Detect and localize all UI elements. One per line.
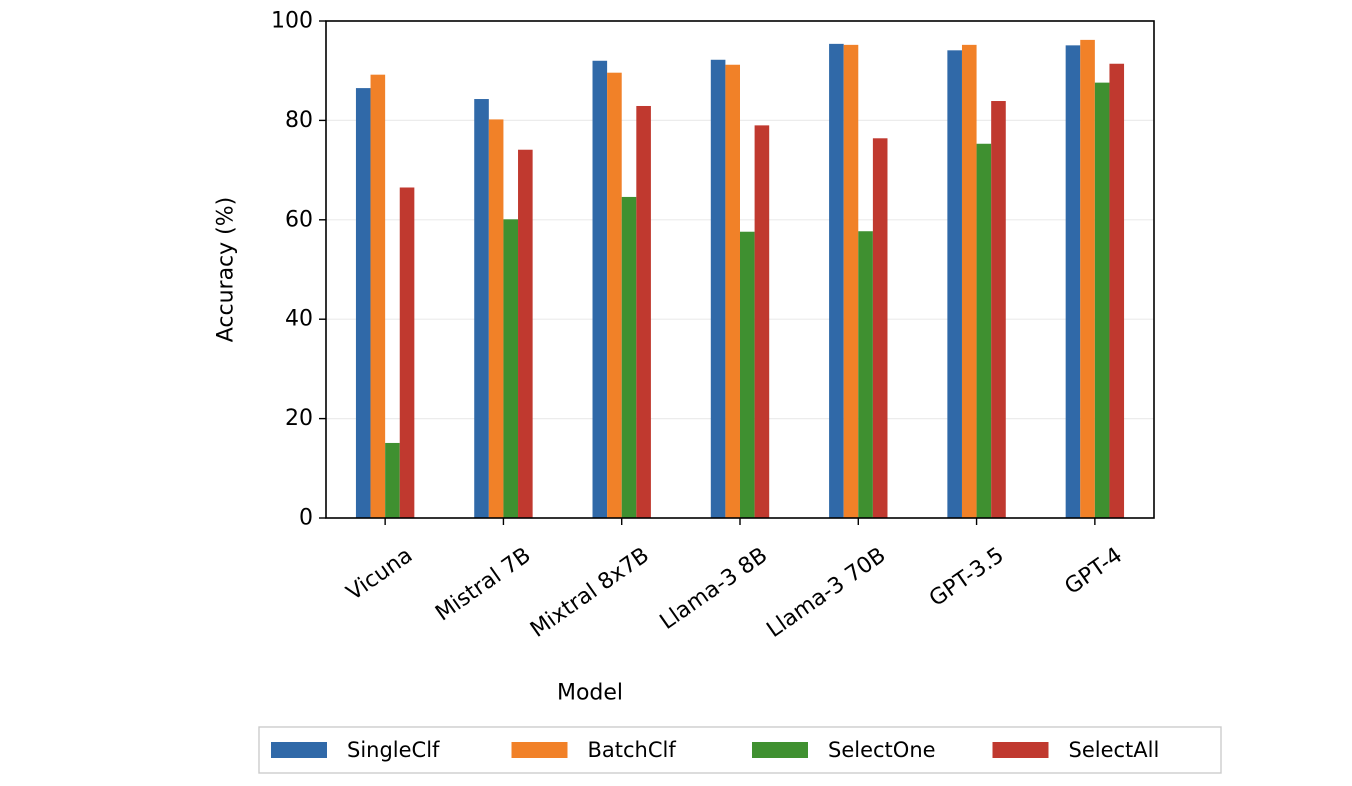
bar	[843, 44, 859, 519]
bar	[991, 101, 1006, 518]
y-tick-label: 0	[299, 506, 313, 531]
y-tick-label: 60	[285, 207, 313, 232]
x-tick-label: GPT-3.5	[925, 543, 1009, 612]
bar	[858, 231, 873, 518]
bar	[1094, 82, 1110, 519]
bar	[399, 187, 415, 518]
bar	[370, 74, 386, 519]
y-tick-label: 80	[285, 108, 313, 133]
bar	[754, 125, 770, 519]
bar	[829, 43, 844, 518]
bar	[725, 64, 740, 519]
bar	[592, 60, 608, 518]
bar	[355, 88, 371, 518]
x-tick-label: Llama-3 70B	[762, 543, 890, 643]
y-tick-label: 40	[285, 307, 313, 332]
legend-frame	[258, 726, 1222, 774]
bar	[976, 143, 992, 518]
bar	[503, 219, 519, 519]
legend-label: BatchClf	[588, 738, 677, 762]
bar	[872, 138, 888, 519]
y-tick-label: 20	[285, 406, 313, 431]
legend-swatch	[752, 742, 808, 758]
bar	[740, 231, 755, 518]
y-axis: 0 20 40 60 80 100	[271, 9, 326, 531]
x-tick-label: Llama-3 8B	[656, 543, 773, 635]
legend-label: SelectOne	[828, 738, 936, 762]
x-tick-label: Vicuna	[342, 543, 417, 606]
y-tick-label: 100	[271, 9, 313, 34]
x-tick-label: Mistral 7B	[431, 543, 535, 627]
bar	[947, 50, 962, 519]
legend-swatch	[992, 742, 1049, 758]
bar	[1080, 39, 1095, 519]
bar	[621, 196, 637, 519]
legend-label: SelectAll	[1069, 738, 1160, 762]
bar	[1065, 45, 1081, 519]
bar	[710, 59, 726, 519]
bar	[474, 99, 489, 519]
bar	[636, 105, 651, 518]
legend-label: SingleClf	[347, 738, 440, 762]
legend-swatch	[511, 742, 568, 758]
legend: SingleClf BatchClf SelectOne SelectAll	[258, 726, 1222, 774]
bar	[1109, 63, 1125, 518]
y-axis-title: Accuracy (%)	[214, 197, 239, 343]
bar	[518, 149, 533, 518]
bar	[607, 72, 622, 519]
bar	[488, 119, 504, 518]
bar	[961, 44, 977, 519]
x-tick-label: Mixtral 8x7B	[526, 543, 654, 643]
legend-swatch	[271, 742, 327, 758]
x-tick-label: GPT-4	[1061, 543, 1127, 600]
bars	[355, 39, 1125, 519]
x-axis-title: Model	[557, 681, 623, 706]
bar	[385, 442, 400, 518]
